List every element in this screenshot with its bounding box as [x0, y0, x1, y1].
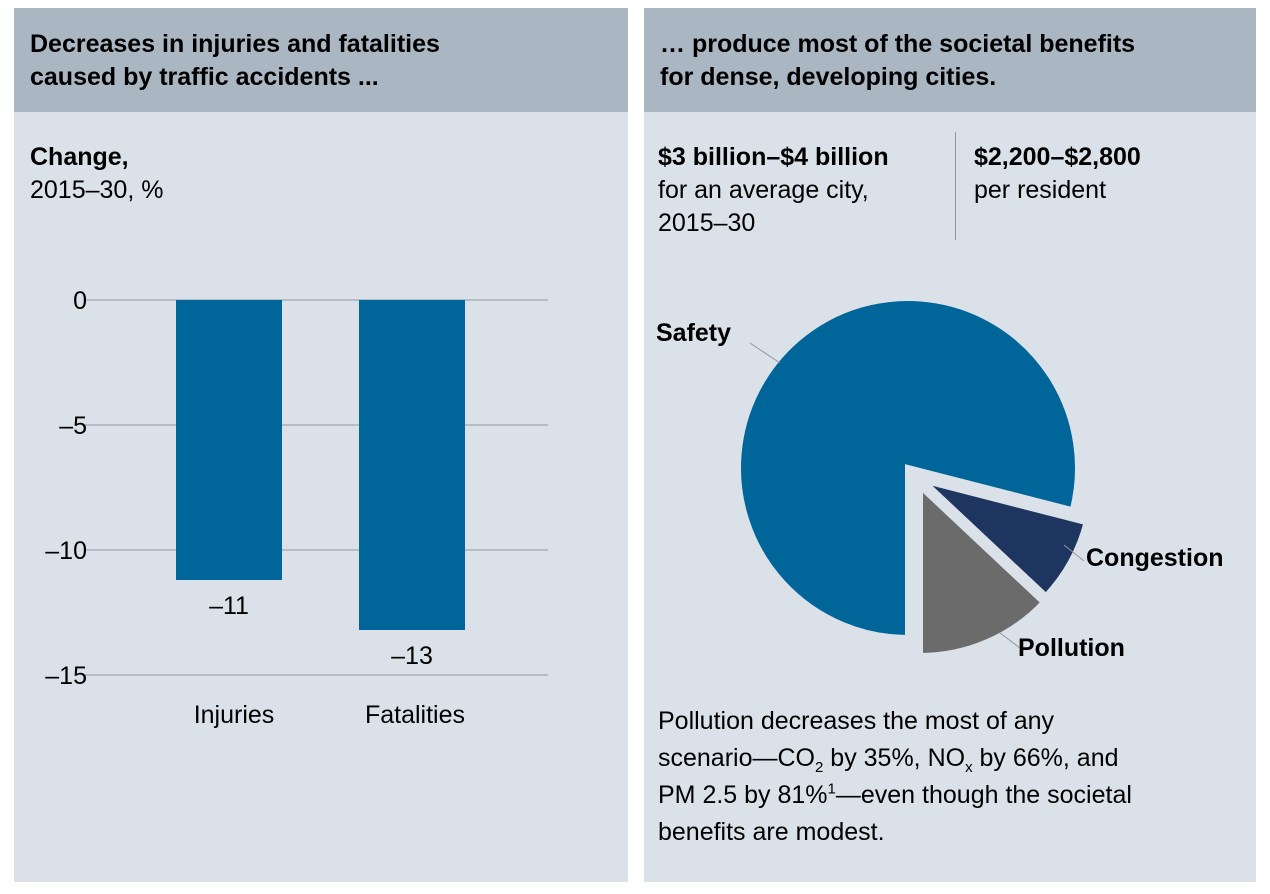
- note-dash-1: —: [752, 744, 778, 772]
- note-co: CO: [777, 744, 816, 772]
- right-panel-header: … produce most of the societal benefits …: [644, 8, 1256, 112]
- stat-city-total-desc-2: 2015–30: [658, 209, 756, 237]
- note-dash-2: —: [835, 781, 861, 809]
- note-co-sub: 2: [815, 759, 824, 776]
- bar-injuries: [176, 300, 282, 580]
- y-tick-label: –15: [45, 662, 87, 690]
- leader-line-congestion: [1063, 544, 1085, 562]
- note-co-no: by 35%, NO: [823, 744, 966, 772]
- right-panel-title: … produce most of the societal benefits …: [660, 28, 1246, 94]
- bar-fatalities: [359, 300, 465, 630]
- subtitle-bold: Change,: [30, 143, 129, 171]
- left-panel: Decreases in injuries and fatalities cau…: [14, 8, 628, 882]
- pie-slice-safety: [735, 295, 1081, 642]
- pie-slice-congestion: [919, 477, 1091, 601]
- note-no-rest: by 66%, and: [972, 744, 1119, 772]
- left-title-line-2: caused by traffic accidents ...: [30, 63, 379, 91]
- leader-line-safety: [749, 342, 781, 364]
- note-no-sub: x: [965, 759, 973, 776]
- stat-per-resident-desc: per resident: [974, 176, 1107, 204]
- pie-label-congestion: Congestion: [1086, 544, 1224, 572]
- category-label-injuries: Injuries: [194, 701, 275, 729]
- leader-line-pollution: [999, 632, 1021, 649]
- stat-city-total: $3 billion–$4 billion for an average cit…: [658, 141, 948, 240]
- bar-chart: 0 –5 –10 –15 –11 Injuries –13 Fatalities: [45, 287, 548, 729]
- right-panel: … produce most of the societal benefits …: [644, 8, 1256, 882]
- pie-label-safety: Safety: [656, 319, 731, 347]
- note-scenario: scenario: [658, 744, 753, 772]
- y-tick-label: –10: [45, 537, 87, 565]
- note-pm: PM 2.5 by 81%: [658, 781, 828, 809]
- chart-subtitle: Change, 2015–30, %: [30, 141, 163, 207]
- note-line-4: benefits are modest.: [658, 818, 885, 846]
- left-title-line-1: Decreases in injuries and fatalities: [30, 30, 440, 58]
- note-line-1: Pollution decreases the most of any: [658, 707, 1055, 735]
- right-title-line-2: for dense, developing cities.: [660, 63, 997, 91]
- pollution-note: Pollution decreases the most of any scen…: [658, 703, 1248, 851]
- y-tick-label: 0: [73, 287, 87, 315]
- y-tick-label: –5: [59, 412, 87, 440]
- left-panel-title: Decreases in injuries and fatalities cau…: [30, 28, 618, 94]
- note-footnote-ref: 1: [827, 780, 836, 798]
- stat-city-total-value: $3 billion–$4 billion: [658, 143, 889, 171]
- stat-divider: [955, 132, 956, 240]
- value-label-injuries: –11: [209, 592, 249, 620]
- left-panel-header: Decreases in injuries and fatalities cau…: [14, 8, 628, 112]
- pie-label-pollution: Pollution: [1018, 634, 1125, 662]
- stat-per-resident: $2,200–$2,800 per resident: [974, 141, 1254, 207]
- right-title-line-1: … produce most of the societal benefits: [660, 30, 1136, 58]
- category-label-fatalities: Fatalities: [365, 701, 465, 729]
- pie-slice-pollution: [917, 479, 1049, 660]
- subtitle-period: 2015–30, %: [30, 176, 164, 204]
- note-even-though: even though the societal: [860, 781, 1132, 809]
- pie-chart: Safety Congestion Pollution: [656, 295, 1224, 662]
- value-label-fatalities: –13: [391, 642, 433, 670]
- stat-per-resident-value: $2,200–$2,800: [974, 143, 1141, 171]
- stat-city-total-desc-1: for an average city,: [658, 176, 869, 204]
